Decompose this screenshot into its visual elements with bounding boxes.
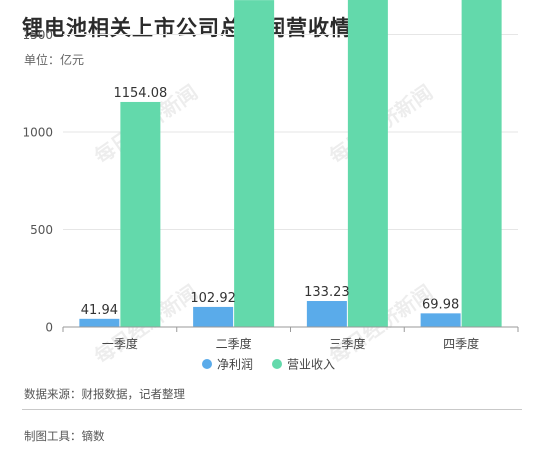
y-tick-label: 1000 [22,126,53,140]
x-tick-label: 三季度 [329,336,365,351]
legend-label: 净利润 [217,358,253,372]
source-note: 数据来源：财报数据，记者整理 [24,387,185,401]
bar-revenue [347,0,388,327]
chart-canvas: 每日经济新闻每日经济新闻每日经济新闻每日经济新闻 41.941154.08102… [22,0,519,372]
y-tick-label: 500 [30,223,53,237]
chart-title: 锂电池相关上市公司总利润营收情况 [22,16,374,40]
bar-revenue [234,0,275,328]
bar-net-profit [420,313,461,327]
axes: 0500100015002000一季度二季度三季度四季度 [22,28,519,351]
x-tick-label: 二季度 [216,336,252,351]
bar-revenue [461,0,502,328]
data-labels: 41.941154.08102.921676.37133.231866.169.… [81,86,459,318]
bar-net-profit [79,318,120,327]
x-tick-label: 一季度 [102,336,138,351]
y-tick-label: 1500 [22,28,53,42]
bar-net-profit [193,306,234,327]
data-label-net-profit: 133.23 [304,285,350,300]
bar-revenue [120,101,161,327]
x-tick-label: 四季度 [443,336,479,351]
legend-marker [272,359,282,369]
y-tick-label: 0 [45,321,53,335]
legend-marker [202,359,212,369]
divider [22,409,522,410]
legend-label: 营业收入 [287,358,335,372]
legend: 净利润 营业收入 [202,358,335,372]
data-label-net-profit: 69.98 [422,297,459,312]
data-label-net-profit: 102.92 [190,291,236,306]
tool-note: 制图工具：镝数 [24,429,105,443]
data-label-revenue: 1154.08 [113,86,167,101]
bar-net-profit [306,301,347,327]
unit-label: 单位：亿元 [24,53,85,67]
bars [79,0,502,328]
data-label-net-profit: 41.94 [81,303,118,318]
